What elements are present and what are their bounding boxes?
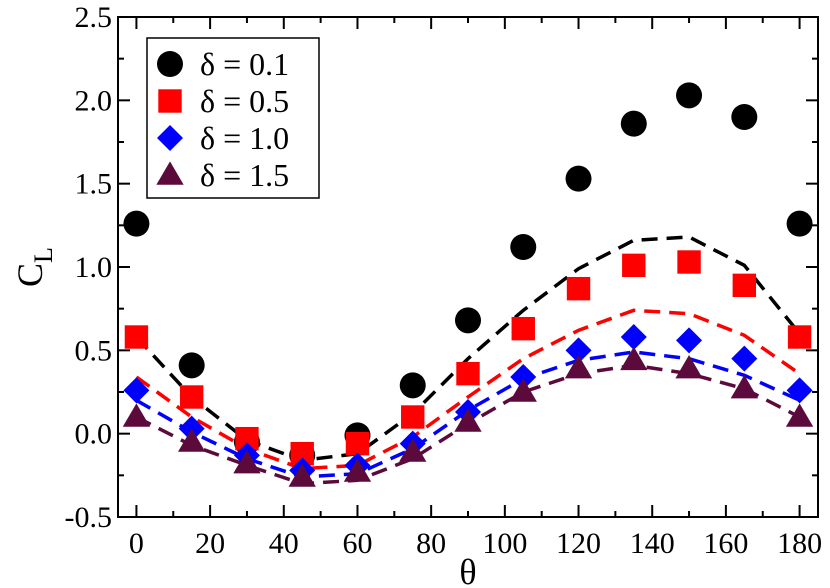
y-tick-label: 0.5: [75, 334, 113, 367]
data-markers: [122, 82, 814, 487]
data-point: [123, 210, 150, 237]
x-tick-label: 160: [703, 527, 748, 560]
data-point: [566, 276, 591, 301]
y-axis-title-subscript: L: [29, 247, 58, 263]
data-point: [122, 403, 151, 427]
x-tick-label: 180: [777, 527, 822, 560]
data-point: [455, 307, 481, 334]
x-axis-title: θ: [459, 552, 476, 588]
x-tick-label: 0: [129, 527, 144, 560]
data-point: [511, 316, 535, 341]
x-tick-label: 80: [416, 527, 446, 560]
legend-items: δ = 0.1δ = 0.5δ = 1.0δ = 1.5: [156, 46, 289, 193]
data-point: [290, 441, 314, 466]
data-point: [178, 352, 205, 379]
data-point: [401, 405, 425, 429]
data-point: [399, 372, 426, 399]
data-point: [123, 377, 150, 404]
data-point: [731, 345, 758, 372]
data-point: [785, 403, 814, 427]
data-point: [620, 110, 647, 137]
x-tick-label: 40: [269, 527, 299, 560]
x-tick-label: 140: [630, 527, 675, 560]
data-point: [675, 355, 703, 379]
data-point: [178, 428, 206, 452]
y-axis-title-main: C: [10, 263, 50, 287]
data-point: [620, 324, 647, 350]
data-point: [622, 253, 646, 278]
y-axis-title: CL: [10, 247, 58, 287]
data-point: [510, 364, 537, 390]
legend-label: δ = 0.5: [200, 83, 289, 119]
legend-label: δ = 1.5: [200, 157, 289, 193]
data-point: [288, 463, 316, 487]
data-point: [786, 377, 813, 404]
y-tick-label: 1.5: [75, 168, 113, 201]
data-point: [786, 210, 813, 237]
legend-marker: [157, 51, 183, 77]
data-point: [732, 273, 757, 298]
legend-marker: [156, 161, 184, 185]
x-tick-label: 60: [342, 527, 372, 560]
y-tick-label: -0.5: [65, 501, 113, 534]
legend-marker: [158, 89, 182, 113]
y-tick-label: 2.5: [75, 1, 113, 34]
axis-ticks: 0 20 40 60 80 100 120 140 160 180 -0.5 0.0 0.5 1.0 1.5…: [65, 1, 823, 560]
data-point: [731, 104, 758, 130]
data-point: [620, 346, 648, 371]
data-point: [343, 458, 372, 482]
data-point: [510, 234, 537, 260]
data-point: [179, 385, 204, 409]
y-tick-label: 2.0: [75, 84, 113, 117]
data-point: [345, 431, 370, 456]
data-point: [676, 327, 703, 354]
data-point: [730, 375, 758, 399]
y-tick-label: 1.0: [75, 251, 113, 284]
x-tick-label: 120: [556, 527, 601, 560]
data-point: [677, 250, 701, 274]
legend: δ = 0.1δ = 0.5δ = 1.0δ = 1.5: [146, 37, 320, 199]
x-tick-label: 100: [482, 527, 527, 560]
data-point: [564, 355, 593, 379]
data-point: [787, 325, 812, 349]
y-tick-label: 0.0: [75, 418, 113, 451]
data-point: [454, 408, 482, 432]
data-point: [235, 426, 259, 451]
legend-label: δ = 1.0: [200, 120, 289, 156]
data-point: [565, 337, 592, 364]
data-point: [124, 325, 149, 349]
data-point: [565, 165, 592, 192]
data-point: [233, 450, 261, 474]
x-tick-label: 20: [195, 527, 225, 560]
legend-label: δ = 0.1: [200, 46, 289, 82]
data-point: [509, 378, 537, 402]
legend-marker: [157, 125, 183, 151]
data-point: [676, 82, 703, 109]
data-point: [456, 361, 480, 386]
data-point: [399, 438, 427, 462]
